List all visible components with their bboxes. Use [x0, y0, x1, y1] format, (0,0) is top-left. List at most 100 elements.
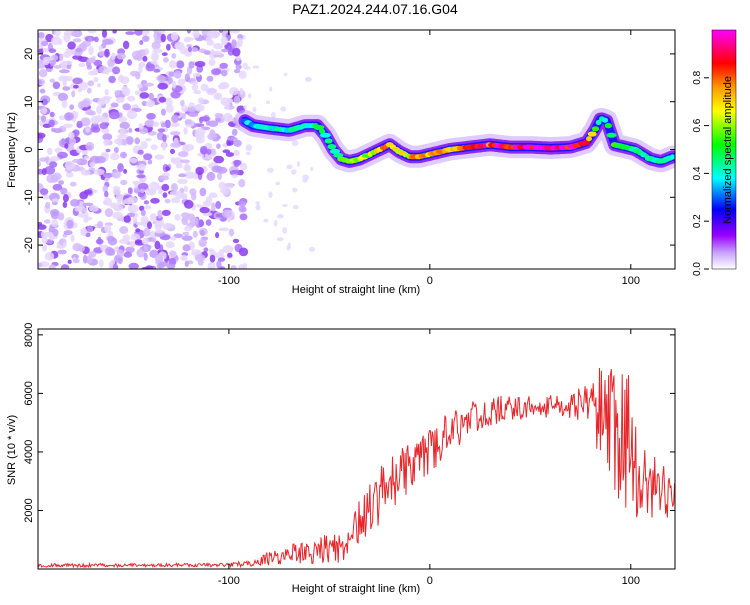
noise-speckle [149, 181, 160, 191]
noise-speckle [213, 42, 223, 50]
noise-speckle [41, 98, 48, 106]
noise-speckle [142, 35, 150, 42]
noise-speckle [194, 104, 202, 110]
noise-speckle [76, 120, 83, 129]
noise-speckle [140, 141, 148, 149]
noise-speckle [110, 152, 120, 161]
noise-speckle [305, 76, 312, 83]
ridge-cell [595, 119, 602, 125]
noise-speckle [200, 229, 205, 237]
noise-speckle [170, 131, 181, 136]
noise-speckle [73, 84, 79, 89]
noise-speckle [150, 144, 158, 151]
noise-speckle [184, 171, 196, 179]
noise-speckle [54, 147, 63, 154]
noise-speckle [38, 262, 43, 268]
noise-speckle [165, 97, 173, 107]
noise-speckle [82, 254, 88, 264]
noise-speckle [122, 40, 130, 50]
noise-speckle [163, 223, 174, 229]
noise-speckle [125, 246, 135, 253]
noise-speckle [60, 187, 68, 195]
ridge-cell [606, 132, 617, 138]
y-tick-label: 4000 [23, 440, 35, 464]
noise-speckle [184, 119, 192, 125]
noise-speckle [210, 48, 215, 56]
noise-speckle [143, 82, 154, 87]
noise-speckle [87, 225, 94, 233]
noise-speckle [269, 86, 273, 92]
noise-speckle [206, 148, 212, 155]
noise-speckle [296, 161, 301, 167]
noise-speckle [57, 212, 65, 221]
noise-speckle [154, 154, 165, 160]
noise-speckle [145, 63, 155, 72]
noise-speckle [157, 128, 166, 133]
spectrogram-x-axis: -100 0 100 [218, 30, 640, 287]
frequency-ridge [234, 107, 675, 173]
noise-speckle [70, 181, 77, 187]
noise-speckle [39, 88, 46, 94]
noise-speckle [187, 111, 199, 118]
noise-speckle [190, 81, 198, 85]
noise-speckle [175, 163, 183, 169]
noise-speckle [146, 112, 156, 120]
noise-speckle [183, 185, 189, 193]
noise-speckle [71, 90, 76, 98]
noise-speckle [291, 169, 297, 175]
noise-speckle [229, 169, 241, 176]
noise-speckle [66, 171, 74, 178]
x-tick-label: 100 [622, 575, 640, 587]
noise-speckle [78, 101, 85, 110]
noise-speckle [85, 232, 91, 238]
noise-speckle [145, 265, 154, 269]
noise-speckle [177, 178, 188, 185]
noise-speckle [144, 205, 152, 210]
noise-speckle [47, 147, 53, 156]
noise-speckle [155, 229, 164, 234]
noise-speckle [207, 261, 216, 269]
noise-speckle [69, 104, 75, 110]
noise-speckle [86, 87, 92, 94]
figure-title: PAZ1.2024.244.07.16.G04 [292, 1, 458, 17]
noise-speckle [157, 82, 168, 90]
noise-speckle [268, 191, 273, 198]
noise-speckle [178, 173, 187, 178]
noise-speckle [186, 30, 191, 34]
noise-speckle [139, 40, 144, 45]
noise-speckle [162, 172, 171, 177]
noise-speckle [134, 137, 140, 145]
noise-speckle [133, 55, 141, 61]
noise-speckle [198, 238, 207, 248]
noise-speckle [107, 235, 115, 242]
noise-speckle [166, 43, 171, 51]
noise-speckle [94, 36, 99, 43]
noise-speckle [217, 257, 226, 262]
noise-speckle [87, 30, 97, 34]
noise-speckle [54, 30, 61, 37]
noise-speckle [184, 260, 189, 267]
ridge-cell [602, 117, 609, 123]
noise-speckle [148, 102, 155, 107]
noise-speckle [218, 30, 224, 33]
noise-speckle [136, 174, 146, 179]
noise-speckle [161, 52, 168, 56]
noise-speckle [267, 167, 274, 173]
y-tick-label: 10 [23, 96, 35, 108]
noise-speckle [38, 69, 48, 78]
noise-speckle [61, 75, 73, 82]
noise-speckle [112, 66, 121, 75]
colorbar-tick-label: 0.2 [692, 214, 703, 228]
snr-panel: -100 0 100 2000 4000 6000 8000 Height of stra… [6, 323, 676, 595]
noise-speckle [122, 103, 131, 111]
noise-speckle [59, 69, 70, 74]
noise-speckle [137, 182, 149, 190]
noise-speckle [147, 221, 152, 230]
ridge-cell [587, 131, 597, 137]
noise-speckle [42, 59, 50, 66]
noise-speckle [221, 48, 229, 53]
ridge-cell [591, 126, 600, 132]
noise-speckle [139, 92, 150, 99]
